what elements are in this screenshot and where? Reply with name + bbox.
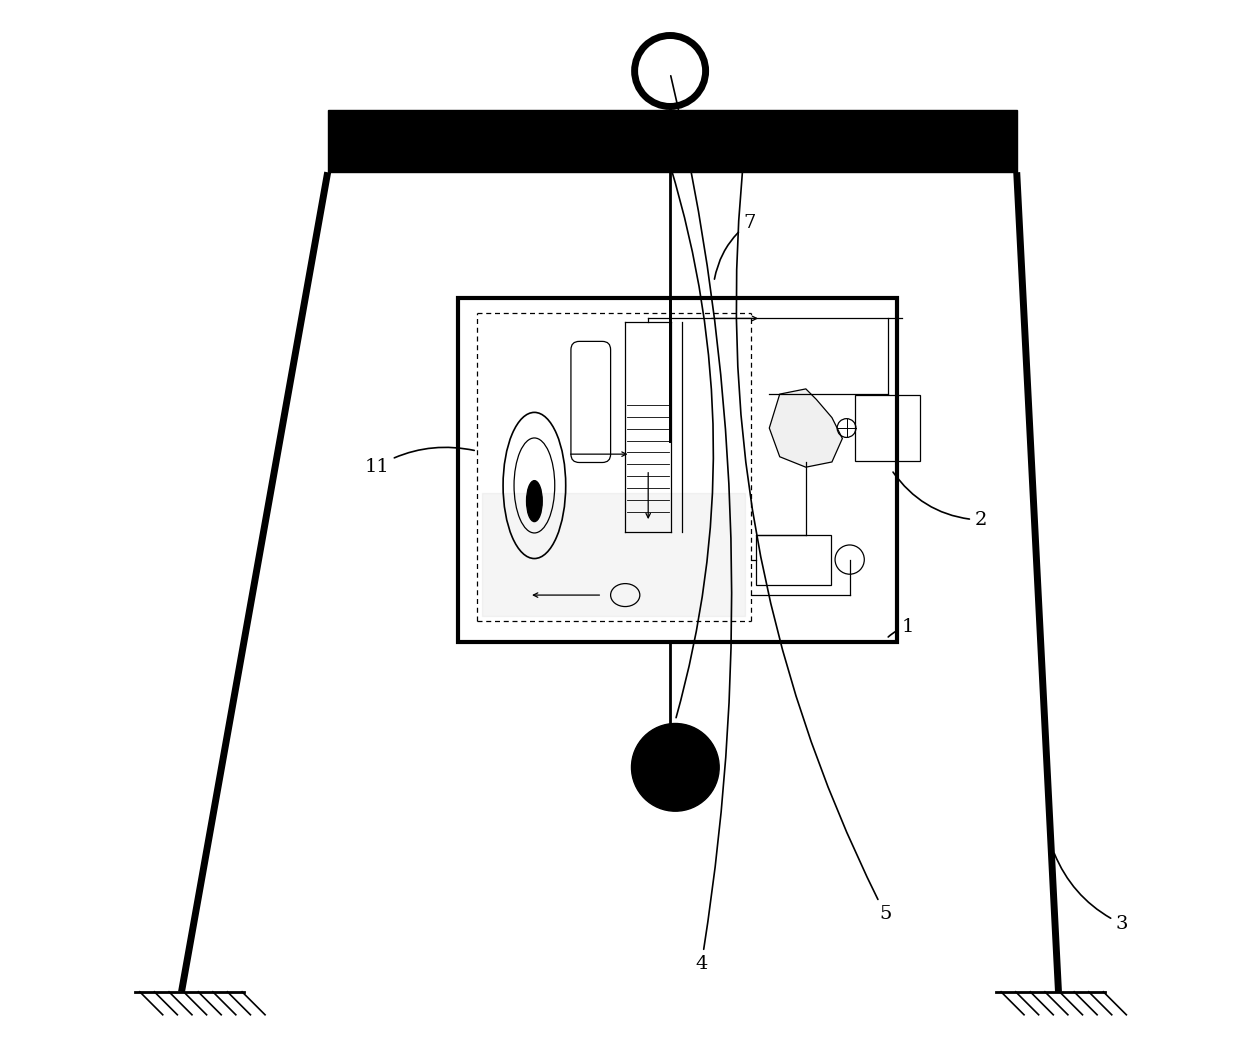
Text: 3: 3 bbox=[1054, 853, 1128, 933]
Polygon shape bbox=[755, 535, 831, 585]
Text: 1: 1 bbox=[888, 618, 914, 637]
Polygon shape bbox=[854, 395, 920, 461]
Text: 4: 4 bbox=[671, 76, 732, 973]
Polygon shape bbox=[327, 110, 1017, 172]
Polygon shape bbox=[769, 389, 842, 468]
Text: 7: 7 bbox=[714, 214, 755, 279]
Circle shape bbox=[631, 723, 719, 811]
Text: 2: 2 bbox=[893, 472, 987, 529]
Text: 11: 11 bbox=[365, 447, 474, 476]
Ellipse shape bbox=[527, 480, 542, 522]
Text: 6: 6 bbox=[660, 143, 713, 717]
Text: 5: 5 bbox=[737, 147, 892, 923]
